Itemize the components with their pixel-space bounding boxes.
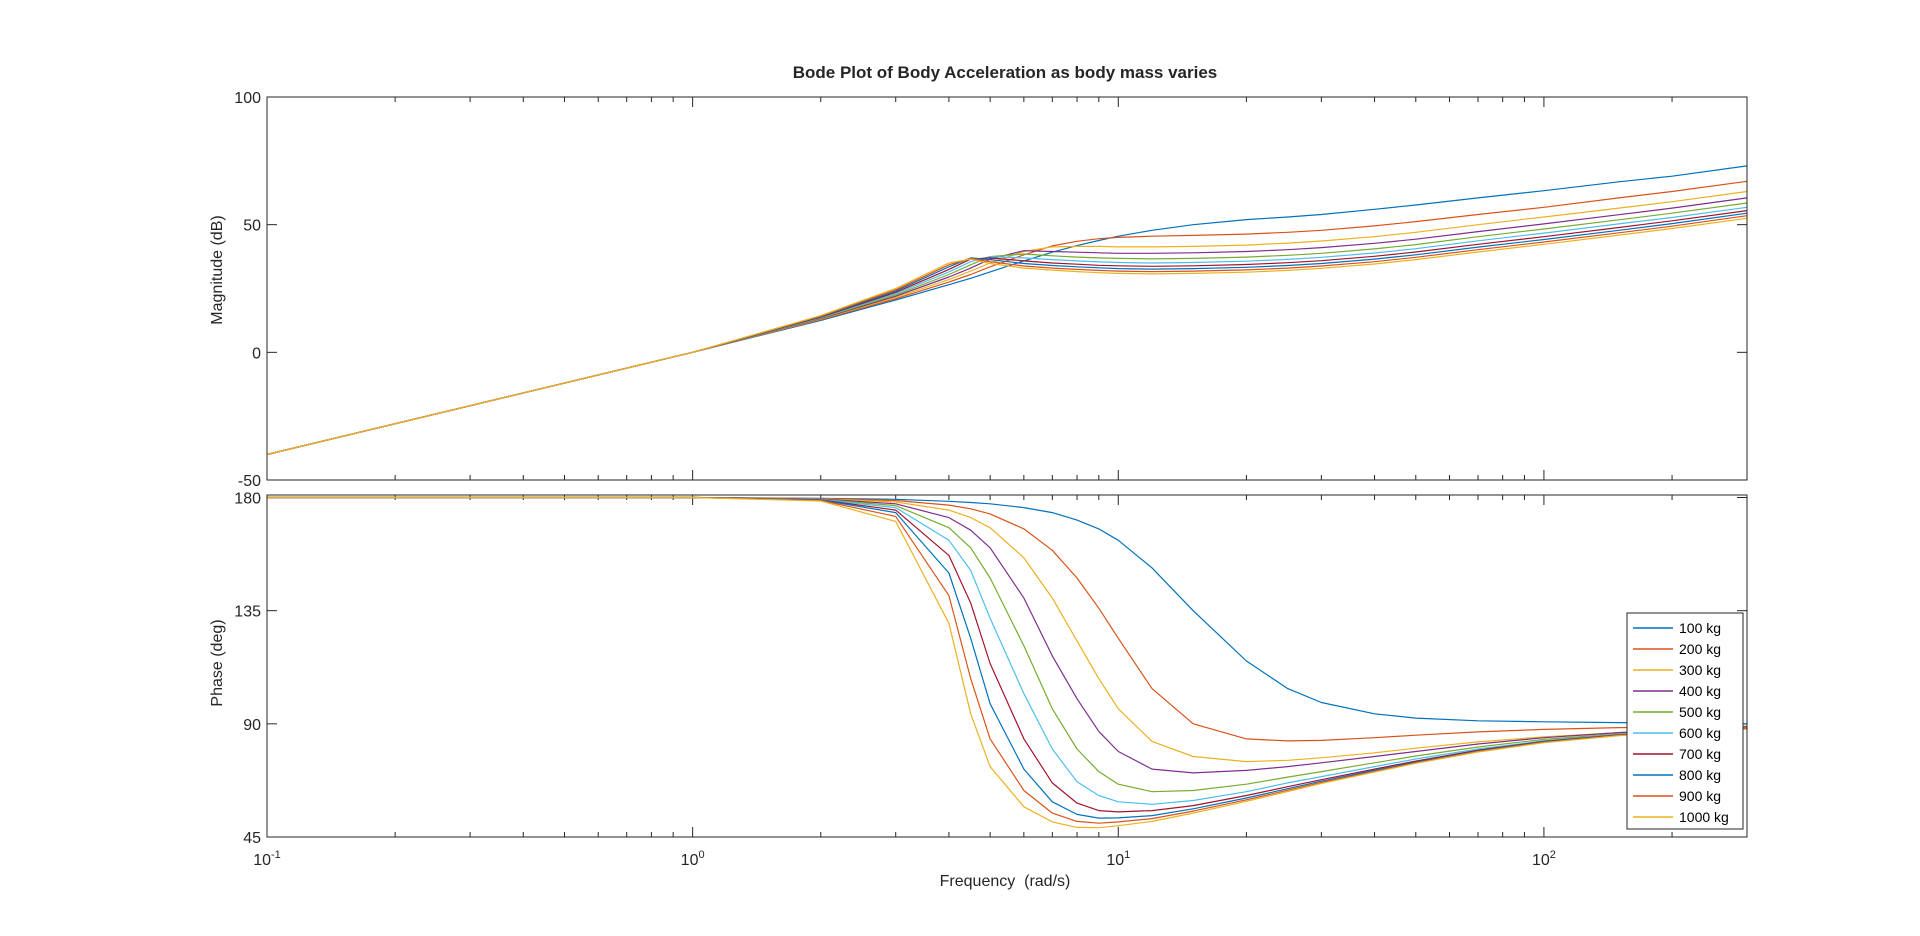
x-tick-label: 100 bbox=[681, 849, 705, 869]
phase-axes: 180 135 90 45 10-1 100 101 102 bbox=[234, 491, 1748, 869]
x-tick-label: 10-1 bbox=[253, 849, 281, 869]
magnitude-series-100-kg bbox=[266, 165, 1748, 456]
phase-series-1000-kg bbox=[267, 496, 1748, 829]
phase-y-tick-label: 180 bbox=[234, 491, 261, 508]
magnitude-plot-area bbox=[267, 97, 1747, 480]
phase-series-400-kg bbox=[267, 496, 1748, 774]
magnitude-series-900-kg bbox=[266, 215, 1748, 456]
legend-entry: 1000 kg bbox=[1679, 809, 1729, 825]
phase-ylabel: Phase (deg) bbox=[209, 619, 226, 706]
phase-series-700-kg bbox=[267, 496, 1748, 813]
magnitude-y-tick-label: 100 bbox=[234, 90, 261, 107]
phase-series-300-kg bbox=[267, 496, 1748, 763]
legend-entry: 400 kg bbox=[1679, 683, 1721, 699]
legend-entry: 100 kg bbox=[1679, 620, 1721, 636]
magnitude-series-500-kg bbox=[266, 202, 1748, 456]
phase-plot-area bbox=[267, 495, 1747, 837]
x-tick-label: 101 bbox=[1106, 849, 1130, 869]
magnitude-y-tick-label: 50 bbox=[243, 218, 261, 235]
legend-entry: 200 kg bbox=[1679, 641, 1721, 657]
magnitude-y-tick-label: -50 bbox=[238, 473, 261, 490]
legend: 100 kg 200 kg 300 kg 400 kg 500 kg 600 kg 700 … bbox=[1626, 612, 1744, 830]
phase-y-tick-label: 135 bbox=[234, 604, 261, 621]
legend-entry: 600 kg bbox=[1679, 725, 1721, 741]
magnitude-ylabel: Magnitude (dB) bbox=[209, 215, 226, 324]
phase-series-200-kg bbox=[267, 496, 1748, 742]
phase-series-600-kg bbox=[267, 496, 1748, 805]
phase-y-tick-label: 90 bbox=[243, 717, 261, 734]
phase-series-500-kg bbox=[267, 496, 1748, 793]
magnitude-series-400-kg bbox=[266, 197, 1748, 456]
phase-axes-box bbox=[266, 494, 1748, 838]
magnitude-axes-box bbox=[266, 96, 1748, 481]
magnitude-series-1000-kg bbox=[266, 217, 1748, 456]
magnitude-y-tick-label: 0 bbox=[252, 345, 261, 362]
magnitude-series-200-kg bbox=[266, 180, 1748, 456]
legend-entry: 700 kg bbox=[1679, 746, 1721, 762]
legend-entry: 800 kg bbox=[1679, 767, 1721, 783]
phase-y-tick-label: 45 bbox=[243, 830, 261, 847]
phase-series-100-kg bbox=[267, 496, 1748, 725]
magnitude-series-700-kg bbox=[266, 210, 1748, 456]
magnitude-axes: 100 50 0 -50 bbox=[234, 90, 1748, 490]
legend-entry: 300 kg bbox=[1679, 662, 1721, 678]
legend-entry: 900 kg bbox=[1679, 788, 1721, 804]
x-tick-label: 102 bbox=[1532, 849, 1556, 869]
legend-entry: 500 kg bbox=[1679, 704, 1721, 720]
magnitude-series-800-kg bbox=[266, 212, 1748, 456]
x-axis-label: Frequency (rad/s) bbox=[940, 873, 1071, 890]
chart-title: Bode Plot of Body Acceleration as body m… bbox=[793, 63, 1218, 82]
magnitude-series-600-kg bbox=[266, 206, 1748, 456]
magnitude-series-300-kg bbox=[266, 190, 1748, 456]
